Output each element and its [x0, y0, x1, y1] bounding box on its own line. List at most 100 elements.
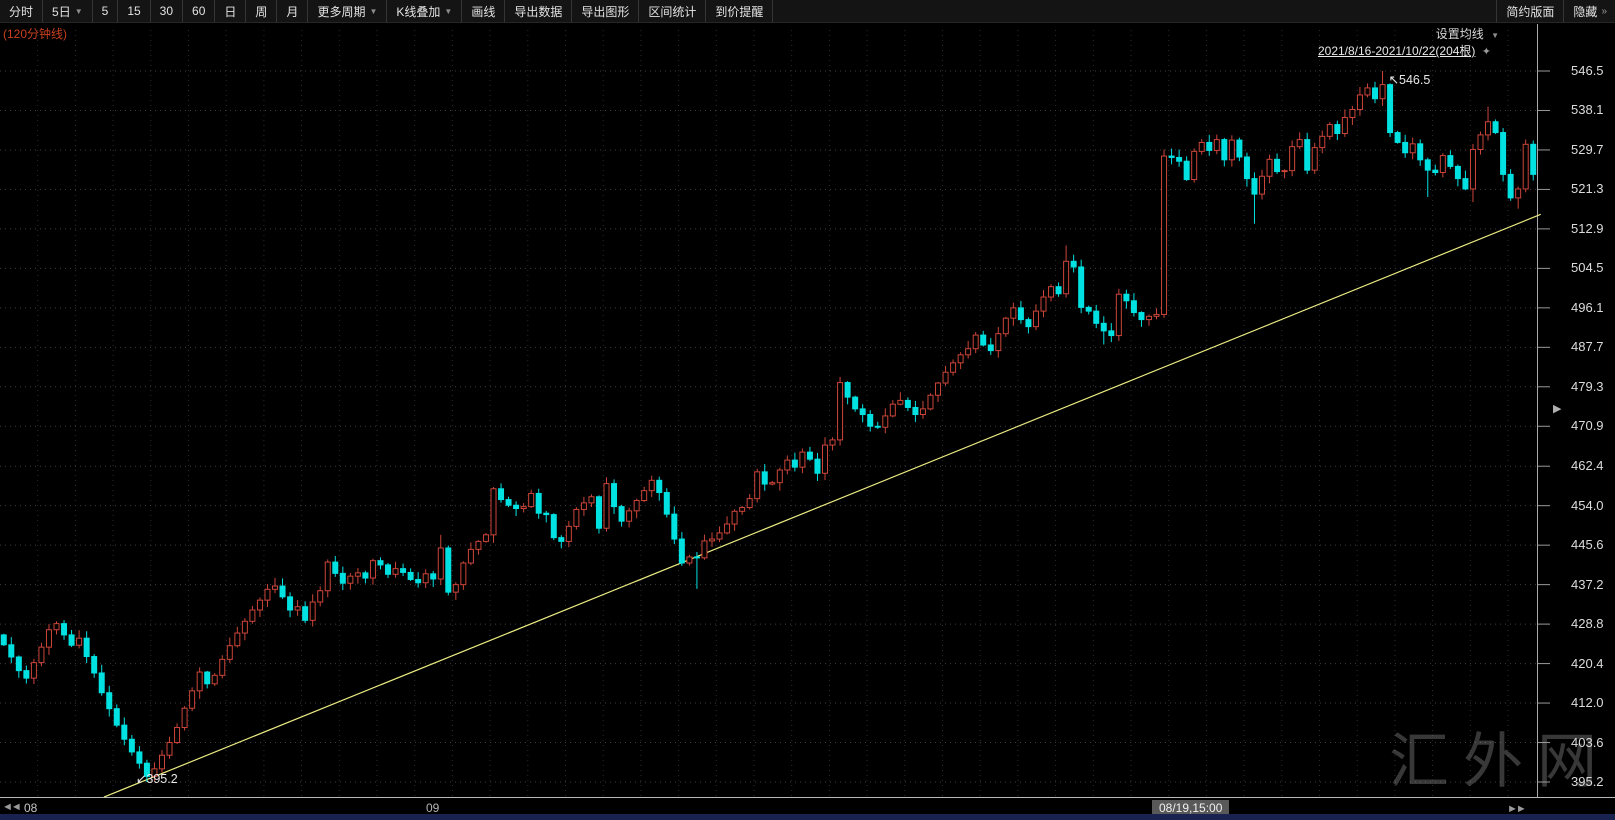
candle-body: [1447, 155, 1454, 167]
candle-body: [166, 742, 173, 756]
candle-body: [1236, 139, 1243, 158]
candle-body: [1274, 158, 1281, 173]
chevron-down-icon: ▼: [444, 6, 453, 16]
period-buttons-group: 分时 5日 ▼ 5 15 30 60 日周 月更多周期 ▼ K线叠加 ▼ 画线 导出数据 导出图形 区间统计到…: [0, 0, 774, 22]
candle-body: [761, 471, 768, 485]
candle-body: [806, 451, 813, 460]
candle-body: [656, 479, 663, 494]
price-label-546.5: 546.5: [1571, 63, 1604, 78]
candle-body: [965, 348, 972, 356]
candle-body: [339, 572, 346, 584]
candle-body: [287, 596, 294, 611]
candle-body: [264, 588, 271, 601]
candle-body: [452, 584, 459, 593]
candle-body: [1311, 147, 1318, 171]
toolbar-item-14[interactable]: 区间统计: [639, 0, 707, 22]
ma-settings-dropdown[interactable]: 设置均线 ▼: [1436, 25, 1499, 42]
candle-body: [1417, 143, 1424, 161]
panel-expand-icon[interactable]: ▶: [1553, 403, 1562, 415]
price-label-412.0: 412.0: [1571, 695, 1604, 711]
toolbar-item-15[interactable]: 到价提醒: [706, 0, 774, 22]
candle-body: [1289, 146, 1296, 172]
toolbar-item-4[interactable]: 30: [151, 0, 184, 22]
candle-body: [1402, 141, 1409, 154]
price-label-470.9: 470.9: [1571, 418, 1604, 434]
candle-body: [746, 498, 753, 509]
candle-body: [1341, 117, 1348, 135]
candle-body: [1462, 178, 1469, 190]
candle-body: [98, 672, 105, 694]
candle-body: [1243, 156, 1250, 180]
toolbar-item-6[interactable]: 日: [215, 0, 247, 22]
candle-body: [1078, 266, 1085, 308]
candle-body: [8, 644, 15, 658]
candle-body: [814, 458, 821, 474]
toolbar-item-label: 月: [286, 4, 299, 19]
candle-body: [1221, 139, 1228, 161]
scroll-left-icon[interactable]: ◄◄: [2, 801, 22, 813]
candle-body: [1168, 155, 1175, 158]
candle-body: [121, 724, 128, 740]
candle-body: [1522, 143, 1529, 190]
candle-body: [1213, 139, 1220, 151]
toolbar-item-8[interactable]: 月: [277, 0, 309, 22]
candle-body: [701, 540, 708, 559]
candle-body: [535, 492, 542, 514]
toolbar-item-10[interactable]: K线叠加 ▼: [387, 0, 463, 22]
candle-body: [1048, 286, 1055, 298]
high-price-annotation: ↖546.5: [1389, 72, 1431, 87]
candle-body: [1394, 132, 1401, 143]
candle-body: [1266, 158, 1273, 177]
candle-body: [1258, 175, 1265, 195]
toolbar-item-9[interactable]: 更多周期 ▼: [308, 0, 388, 22]
candle-body: [294, 606, 301, 611]
candle-body: [1228, 139, 1235, 161]
toolbar-item-11[interactable]: 画线: [462, 0, 506, 22]
toolbar-item-label: 画线: [471, 4, 496, 19]
scroll-right-icon[interactable]: ►►: [1507, 803, 1527, 815]
toolbar-item-label: 周: [255, 4, 268, 19]
date-range-label: 2021/8/16-2021/10/22(204根): [1317, 44, 1476, 58]
pin-icon[interactable]: ✦: [1481, 46, 1491, 58]
candle-body: [309, 601, 316, 621]
toolbar-item-13[interactable]: 导出图形: [572, 0, 640, 22]
candle-body: [490, 488, 497, 536]
candle-body: [626, 510, 633, 522]
toolbar-item-5[interactable]: 60: [183, 0, 216, 22]
candle-body: [324, 561, 331, 592]
candle-body: [1304, 139, 1311, 171]
toolbar-item-label: 分时: [9, 4, 34, 19]
candle-body: [302, 606, 309, 621]
toolbar-item-3[interactable]: 15: [118, 0, 151, 22]
high-price-value: 546.5: [1399, 73, 1431, 87]
toolbar-item-0[interactable]: 分时: [0, 0, 44, 22]
candle-body: [1145, 315, 1152, 321]
candle-body: [1191, 150, 1198, 181]
candle-body: [1176, 156, 1183, 162]
candle-body: [1161, 155, 1168, 315]
candle-body: [83, 637, 90, 658]
candle-body: [1138, 312, 1145, 321]
period-label: (120分钟线): [3, 27, 68, 41]
price-label-538.1: 538.1: [1571, 102, 1604, 118]
candle-body: [15, 656, 22, 672]
candle-body: [1432, 169, 1439, 174]
candle-body: [829, 439, 836, 446]
toolbar-right-item-0[interactable]: 简约版面: [1496, 0, 1563, 22]
candle-body: [204, 671, 211, 685]
toolbar-item-2[interactable]: 5: [93, 0, 119, 22]
toolbar-right-item-1[interactable]: 隐藏»: [1563, 0, 1615, 22]
candle-body: [234, 632, 241, 647]
candle-body: [23, 670, 30, 679]
candle-body: [513, 504, 520, 510]
toolbar-item-12[interactable]: 导出数据: [505, 0, 573, 22]
candle-body: [354, 572, 361, 577]
candle-body: [822, 444, 829, 474]
candle-body: [437, 547, 444, 580]
time-label-08: 08: [24, 801, 38, 815]
candle-body: [889, 403, 896, 417]
toolbar-item-1[interactable]: 5日 ▼: [43, 0, 93, 22]
toolbar-item-7[interactable]: 周: [246, 0, 278, 22]
candle-body: [1085, 306, 1092, 312]
date-range[interactable]: 2021/8/16-2021/10/22(204根) ✦: [1318, 42, 1491, 59]
